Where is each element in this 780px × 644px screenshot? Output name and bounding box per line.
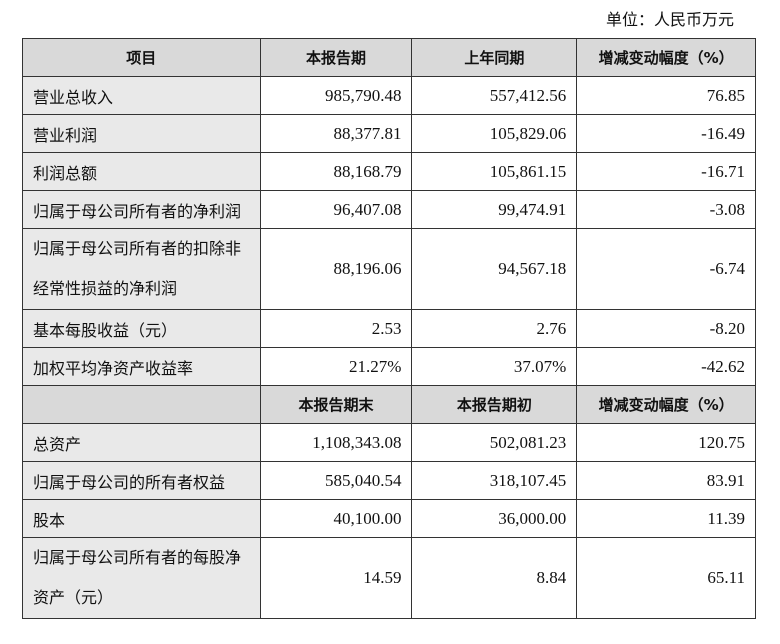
table-row: 基本每股收益（元） 2.53 2.76 -8.20 <box>22 309 756 348</box>
cell-value: 2.53 <box>259 309 413 348</box>
column-header: 本报告期末 <box>259 385 413 424</box>
row-label: 归属于母公司的所有者权益 <box>22 461 261 500</box>
financial-table: 项目 本报告期 上年同期 增减变动幅度（%） 营业总收入 985,790.48 557,41… <box>22 38 756 619</box>
cell-value: 585,040.54 <box>259 461 413 500</box>
table-row: 归属于母公司所有者的每股净资产（元） 14.59 8.84 65.11 <box>22 537 756 619</box>
row-label: 营业总收入 <box>22 76 261 115</box>
cell-value: 99,474.91 <box>411 190 578 229</box>
table-row: 加权平均净资产收益率 21.27% 37.07% -42.62 <box>22 347 756 386</box>
cell-value: 40,100.00 <box>259 499 413 538</box>
cell-value: 8.84 <box>411 537 578 619</box>
row-label: 归属于母公司所有者的扣除非经常性损益的净利润 <box>22 228 261 310</box>
cell-value: 65.11 <box>576 537 756 619</box>
cell-value: 318,107.45 <box>411 461 578 500</box>
table-row: 归属于母公司所有者的净利润 96,407.08 99,474.91 -3.08 <box>22 190 756 229</box>
cell-value: 502,081.23 <box>411 423 578 462</box>
cell-value: 83.91 <box>576 461 756 500</box>
cell-value: -6.74 <box>576 228 756 310</box>
table-row: 股本 40,100.00 36,000.00 11.39 <box>22 499 756 538</box>
column-header: 上年同期 <box>411 38 578 77</box>
cell-value: 88,168.79 <box>259 152 413 191</box>
column-header: 本报告期初 <box>411 385 578 424</box>
table-row: 归属于母公司的所有者权益 585,040.54 318,107.45 83.91 <box>22 461 756 500</box>
cell-value: 37.07% <box>411 347 578 386</box>
cell-value: 76.85 <box>576 76 756 115</box>
cell-value: 1,108,343.08 <box>259 423 413 462</box>
cell-value: -16.71 <box>576 152 756 191</box>
cell-value: -3.08 <box>576 190 756 229</box>
column-header: 增减变动幅度（%） <box>576 385 756 424</box>
row-label: 归属于母公司所有者的每股净资产（元） <box>22 537 261 619</box>
table-row: 归属于母公司所有者的扣除非经常性损益的净利润 88,196.06 94,567.18… <box>22 228 756 310</box>
cell-value: 2.76 <box>411 309 578 348</box>
row-label: 利润总额 <box>22 152 261 191</box>
cell-value: 985,790.48 <box>259 76 413 115</box>
cell-value: -8.20 <box>576 309 756 348</box>
header-row: 本报告期末 本报告期初 增减变动幅度（%） <box>22 385 756 424</box>
cell-value: 21.27% <box>259 347 413 386</box>
row-label: 总资产 <box>22 423 261 462</box>
cell-value: 94,567.18 <box>411 228 578 310</box>
cell-value: 105,861.15 <box>411 152 578 191</box>
cell-value: 11.39 <box>576 499 756 538</box>
cell-value: 36,000.00 <box>411 499 578 538</box>
cell-value: -16.49 <box>576 114 756 153</box>
cell-value: 105,829.06 <box>411 114 578 153</box>
table-row: 营业总收入 985,790.48 557,412.56 76.85 <box>22 76 756 115</box>
table-row: 总资产 1,108,343.08 502,081.23 120.75 <box>22 423 756 462</box>
cell-value: -42.62 <box>576 347 756 386</box>
cell-value: 557,412.56 <box>411 76 578 115</box>
row-label: 归属于母公司所有者的净利润 <box>22 190 261 229</box>
cell-value: 88,377.81 <box>259 114 413 153</box>
row-label: 营业利润 <box>22 114 261 153</box>
row-label: 加权平均净资产收益率 <box>22 347 261 386</box>
cell-value: 88,196.06 <box>259 228 413 310</box>
cell-value: 120.75 <box>576 423 756 462</box>
header-row: 项目 本报告期 上年同期 增减变动幅度（%） <box>22 38 756 77</box>
table-row: 营业利润 88,377.81 105,829.06 -16.49 <box>22 114 756 153</box>
unit-label: 单位：人民币万元 <box>605 10 734 29</box>
column-header: 本报告期 <box>259 38 413 77</box>
column-header: 增减变动幅度（%） <box>576 38 756 77</box>
cell-value: 14.59 <box>259 537 413 619</box>
column-header: 项目 <box>22 38 261 77</box>
table-row: 利润总额 88,168.79 105,861.15 -16.71 <box>22 152 756 191</box>
row-label: 股本 <box>22 499 261 538</box>
row-label: 基本每股收益（元） <box>22 309 261 348</box>
cell-value: 96,407.08 <box>259 190 413 229</box>
column-header <box>22 385 261 424</box>
